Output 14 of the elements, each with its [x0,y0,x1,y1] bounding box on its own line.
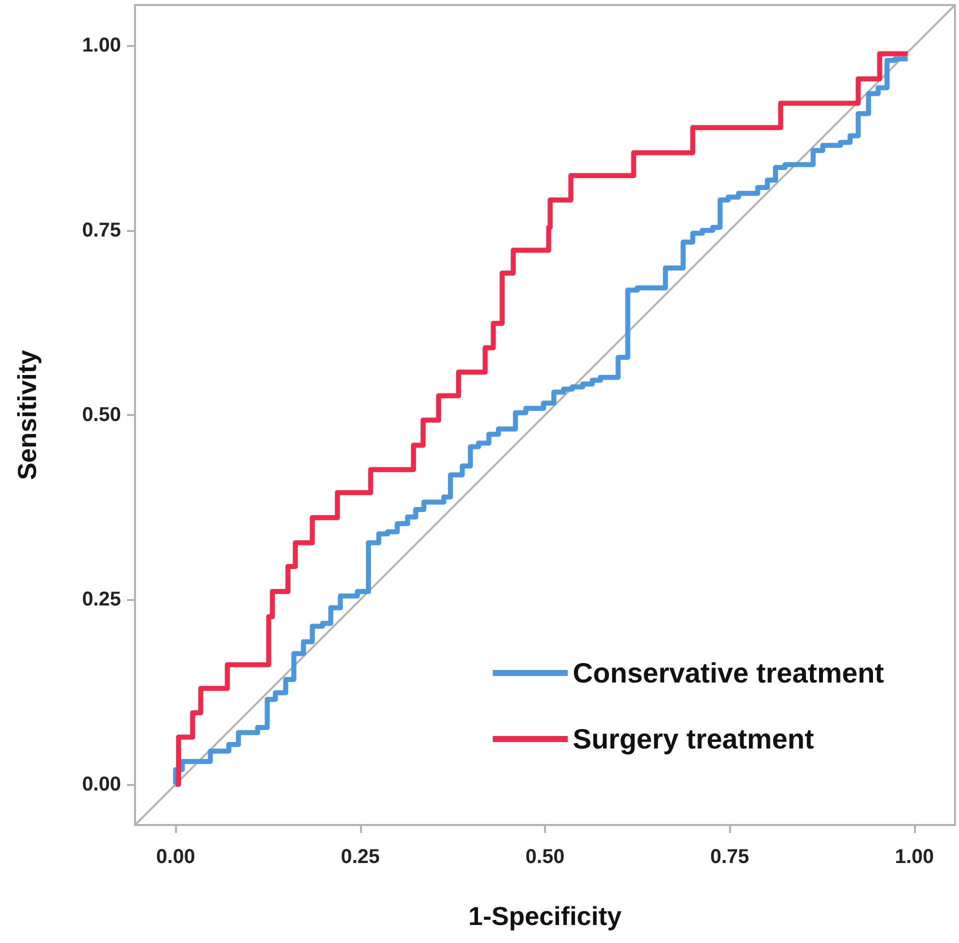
y-tick-label: 0.25 [82,588,121,611]
y-axis-title: Sensitivity [12,349,42,480]
x-tick-label: 1.00 [894,846,934,868]
x-tick-label: 0.00 [156,846,196,868]
legend-label: Surgery treatment [572,724,814,754]
legend-label: Conservative treatment [572,658,884,688]
x-axis-title: 1-Specificity [468,901,622,931]
y-tick-label: 0.50 [82,404,121,426]
y-tick-label: 0.00 [82,773,121,796]
y-tick-label: 0.75 [82,219,121,242]
y-tick-label: 1.00 [82,34,121,57]
x-tick-label: 0.25 [340,846,380,868]
x-tick-label: 0.50 [526,846,564,868]
x-tick-label: 0.75 [710,846,750,868]
